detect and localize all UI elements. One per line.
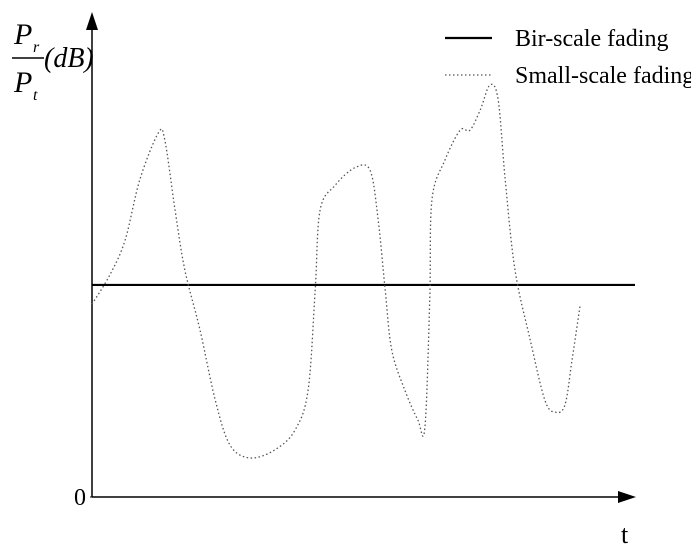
legend-label: Small-scale fading	[515, 63, 691, 89]
series-line	[91, 83, 581, 459]
y-axis-arrow	[86, 12, 98, 30]
y-tick-label: 0	[74, 485, 86, 511]
y-label-numerator-sub: r	[33, 39, 40, 56]
legend-label: Bir-scale fading	[515, 26, 668, 52]
y-label-denominator-sub: t	[33, 87, 38, 104]
x-axis-label: t	[621, 520, 629, 549]
x-axis-arrow	[618, 491, 636, 503]
y-axis-label: P r P t (dB)	[12, 18, 94, 104]
y-label-unit: (dB)	[44, 43, 94, 74]
y-label-numerator: P	[13, 18, 32, 51]
y-label-denominator: P	[13, 66, 32, 99]
